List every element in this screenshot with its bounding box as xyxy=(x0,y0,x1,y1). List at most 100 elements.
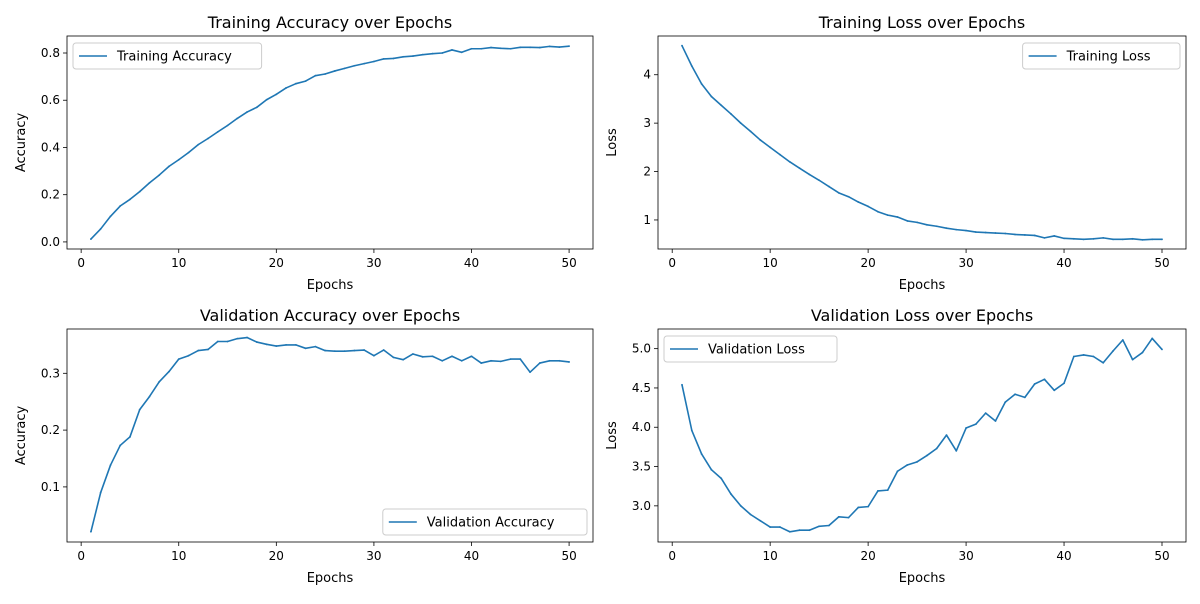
data-point xyxy=(421,53,424,56)
y-tick-label: 4.0 xyxy=(632,420,651,434)
data-point xyxy=(538,362,541,364)
data-point xyxy=(906,220,909,222)
data-point xyxy=(382,58,385,60)
data-point xyxy=(857,201,860,203)
x-tick-label: 0 xyxy=(668,549,676,563)
data-point xyxy=(255,341,258,343)
data-point xyxy=(148,395,151,398)
data-point xyxy=(710,95,713,98)
x-tick-label: 10 xyxy=(171,549,186,563)
data-point xyxy=(1023,396,1026,399)
x-axis-label: Epochs xyxy=(307,571,354,586)
data-point xyxy=(392,57,395,60)
legend: Validation Loss xyxy=(663,335,838,363)
data-point xyxy=(1082,238,1085,241)
data-point xyxy=(935,447,938,450)
data-point xyxy=(690,65,693,67)
data-point xyxy=(304,347,307,350)
data-point xyxy=(720,104,723,107)
data-point xyxy=(226,340,229,343)
legend-label: Validation Loss xyxy=(708,343,805,358)
data-point xyxy=(681,44,683,47)
data-point xyxy=(412,353,414,355)
chart-train-loss: Training Loss over Epochs 0 10 20 30 40 50 1 2 3 4… xyxy=(605,13,1187,293)
data-point xyxy=(285,87,287,89)
x-tick-label: 40 xyxy=(464,256,479,270)
axes-frame xyxy=(657,35,1187,250)
chart-title: Training Loss over Epochs xyxy=(818,13,1026,32)
axes-frame xyxy=(66,328,594,543)
data-point xyxy=(808,173,811,176)
data-point xyxy=(759,139,762,141)
data-point xyxy=(1161,348,1163,351)
data-point xyxy=(451,49,453,51)
data-point xyxy=(129,436,131,438)
axes-frame xyxy=(66,35,594,250)
data-point xyxy=(1151,238,1154,241)
data-point xyxy=(1004,232,1007,235)
data-point xyxy=(392,356,395,359)
y-tick-label: 4 xyxy=(643,68,651,82)
data-point xyxy=(1141,351,1144,354)
data-point xyxy=(1063,382,1065,385)
data-point xyxy=(1043,378,1046,381)
x-tick-label: 30 xyxy=(366,256,381,270)
data-point xyxy=(945,434,948,437)
x-tick-label: 50 xyxy=(1154,256,1169,270)
data-point xyxy=(431,52,434,55)
data-point xyxy=(798,529,801,532)
data-point xyxy=(226,124,229,127)
data-point xyxy=(955,228,958,231)
data-point xyxy=(1112,350,1114,352)
data-point xyxy=(700,83,703,85)
legend-label: Training Loss xyxy=(1066,50,1151,65)
data-point xyxy=(984,412,987,414)
data-point xyxy=(788,160,791,163)
y-axis-label: Loss xyxy=(605,421,620,450)
data-point xyxy=(568,45,570,48)
x-axis-label: Epochs xyxy=(899,278,946,293)
x-tick-label: 30 xyxy=(958,256,973,270)
data-point xyxy=(304,80,307,83)
data-point xyxy=(730,113,732,115)
data-point xyxy=(1121,339,1124,341)
data-point xyxy=(1053,389,1056,392)
data-point xyxy=(285,344,287,346)
data-point xyxy=(529,371,531,374)
data-point xyxy=(216,340,219,343)
x-tick-label: 50 xyxy=(561,256,576,270)
data-point xyxy=(490,359,492,362)
data-point xyxy=(246,336,248,339)
data-point xyxy=(886,214,889,217)
data-point xyxy=(216,130,219,133)
data-point xyxy=(90,238,92,240)
data-point xyxy=(1121,238,1124,241)
data-point xyxy=(90,530,92,533)
data-point xyxy=(739,122,742,125)
legend-box xyxy=(663,335,838,363)
data-point xyxy=(808,529,811,532)
data-point xyxy=(1072,355,1075,358)
y-axis-label: Loss xyxy=(605,128,620,157)
y-tick-label: 0.3 xyxy=(41,366,60,380)
data-point xyxy=(402,55,405,58)
x-tick-label: 30 xyxy=(958,549,973,563)
data-point xyxy=(99,491,102,494)
x-tick-label: 10 xyxy=(171,256,186,270)
data-point xyxy=(187,354,190,357)
legend: Training Loss xyxy=(1022,42,1181,70)
data-point xyxy=(1141,238,1144,241)
data-point xyxy=(490,46,492,49)
data-point xyxy=(499,47,502,50)
data-point xyxy=(1102,361,1105,364)
data-point xyxy=(749,513,752,516)
series-line xyxy=(681,45,1162,241)
data-point xyxy=(412,55,414,57)
x-tick-label: 20 xyxy=(860,256,875,270)
data-point xyxy=(906,464,909,466)
series-line xyxy=(90,336,570,532)
data-point xyxy=(1023,234,1026,236)
axes-frame xyxy=(657,328,1187,543)
legend-label: Validation Accuracy xyxy=(427,516,555,531)
